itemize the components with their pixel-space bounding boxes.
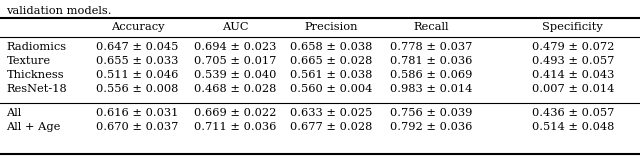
Text: 0.669 ± 0.022: 0.669 ± 0.022: [195, 108, 276, 118]
Text: 0.677 ± 0.028: 0.677 ± 0.028: [291, 122, 372, 132]
Text: 0.983 ± 0.014: 0.983 ± 0.014: [390, 84, 472, 94]
Text: Accuracy: Accuracy: [111, 22, 164, 32]
Text: 0.781 ± 0.036: 0.781 ± 0.036: [390, 56, 472, 66]
Text: All: All: [6, 108, 22, 118]
Text: Recall: Recall: [413, 22, 449, 32]
Text: 0.514 ± 0.048: 0.514 ± 0.048: [532, 122, 614, 132]
Text: 0.792 ± 0.036: 0.792 ± 0.036: [390, 122, 472, 132]
Text: Radiomics: Radiomics: [6, 42, 67, 52]
Text: 0.493 ± 0.057: 0.493 ± 0.057: [532, 56, 614, 66]
Text: 0.414 ± 0.043: 0.414 ± 0.043: [532, 70, 614, 80]
Text: 0.711 ± 0.036: 0.711 ± 0.036: [195, 122, 276, 132]
Text: 0.694 ± 0.023: 0.694 ± 0.023: [195, 42, 276, 52]
Text: 0.633 ± 0.025: 0.633 ± 0.025: [291, 108, 372, 118]
Text: 0.479 ± 0.072: 0.479 ± 0.072: [532, 42, 614, 52]
Text: 0.560 ± 0.004: 0.560 ± 0.004: [291, 84, 372, 94]
Text: Precision: Precision: [305, 22, 358, 32]
Text: All + Age: All + Age: [6, 122, 61, 132]
Text: 0.658 ± 0.038: 0.658 ± 0.038: [291, 42, 372, 52]
Text: 0.539 ± 0.040: 0.539 ± 0.040: [195, 70, 276, 80]
Text: 0.670 ± 0.037: 0.670 ± 0.037: [97, 122, 179, 132]
Text: 0.561 ± 0.038: 0.561 ± 0.038: [291, 70, 372, 80]
Text: Specificity: Specificity: [543, 22, 603, 32]
Text: Thickness: Thickness: [6, 70, 64, 80]
Text: 0.756 ± 0.039: 0.756 ± 0.039: [390, 108, 472, 118]
Text: AUC: AUC: [222, 22, 249, 32]
Text: 0.778 ± 0.037: 0.778 ± 0.037: [390, 42, 472, 52]
Text: ResNet-18: ResNet-18: [6, 84, 67, 94]
Text: Texture: Texture: [6, 56, 51, 66]
Text: 0.586 ± 0.069: 0.586 ± 0.069: [390, 70, 472, 80]
Text: 0.468 ± 0.028: 0.468 ± 0.028: [195, 84, 276, 94]
Text: 0.705 ± 0.017: 0.705 ± 0.017: [195, 56, 276, 66]
Text: 0.655 ± 0.033: 0.655 ± 0.033: [97, 56, 179, 66]
Text: validation models.: validation models.: [6, 6, 112, 16]
Text: 0.511 ± 0.046: 0.511 ± 0.046: [97, 70, 179, 80]
Text: 0.647 ± 0.045: 0.647 ± 0.045: [97, 42, 179, 52]
Text: 0.436 ± 0.057: 0.436 ± 0.057: [532, 108, 614, 118]
Text: 0.616 ± 0.031: 0.616 ± 0.031: [97, 108, 179, 118]
Text: 0.556 ± 0.008: 0.556 ± 0.008: [97, 84, 179, 94]
Text: 0.665 ± 0.028: 0.665 ± 0.028: [291, 56, 372, 66]
Text: 0.007 ± 0.014: 0.007 ± 0.014: [532, 84, 614, 94]
